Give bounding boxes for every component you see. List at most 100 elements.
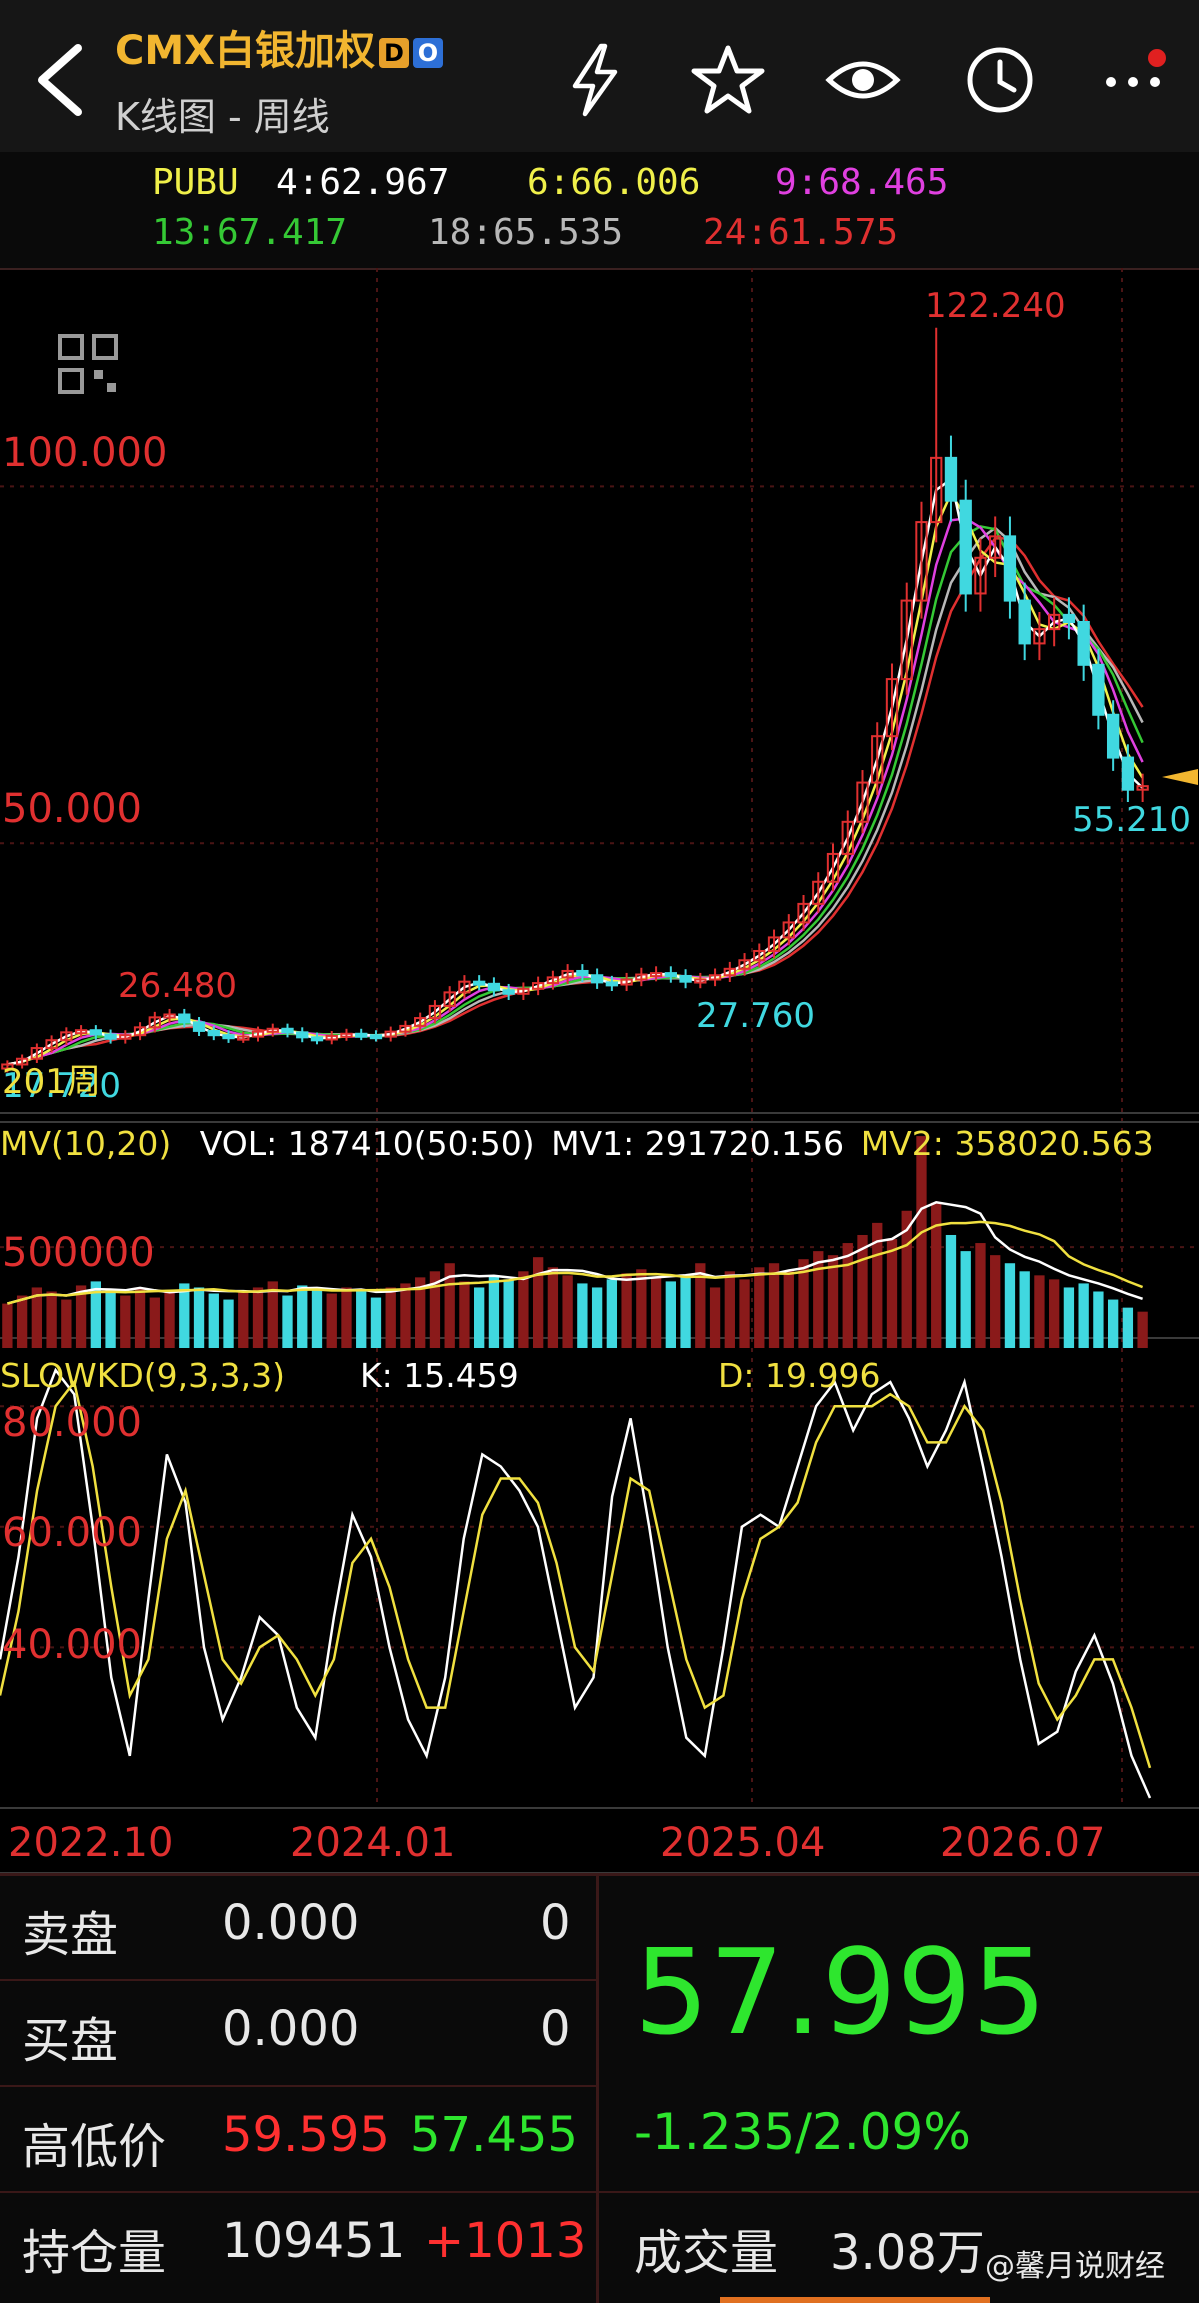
volume-bar	[2, 1303, 13, 1348]
candle-body	[473, 980, 486, 986]
volume-bar	[149, 1297, 160, 1348]
candle-body	[723, 967, 736, 977]
candle-body	[812, 880, 825, 905]
mv1-line	[7, 1201, 1143, 1305]
candle-body	[826, 852, 840, 883]
candle-body	[384, 1030, 397, 1038]
page-title: CMX白银加权 D O	[115, 18, 443, 76]
back-icon[interactable]	[24, 40, 94, 120]
indicator-grid-icon[interactable]	[58, 334, 118, 394]
candle-body	[89, 1029, 102, 1036]
volume-bar	[577, 1283, 588, 1348]
ma-4: 4:62.967	[276, 162, 450, 203]
candle-body	[664, 972, 677, 978]
price-candle	[974, 538, 987, 612]
price-candle	[458, 975, 471, 999]
price-candle	[708, 968, 722, 987]
price-candle	[237, 1031, 250, 1043]
candle-body	[266, 1027, 279, 1033]
high-price: 59.595	[222, 2107, 390, 2163]
sell-label: 卖盘	[22, 1907, 119, 1963]
candle-body	[915, 521, 928, 602]
volume-bar	[238, 1291, 249, 1348]
price-candle	[192, 1017, 206, 1036]
volume-bar	[105, 1289, 116, 1348]
price-candle	[15, 1054, 29, 1069]
volume-bar	[223, 1299, 234, 1348]
volume-bar	[680, 1275, 691, 1348]
price-candle	[45, 1035, 58, 1053]
eye-icon[interactable]	[823, 40, 903, 120]
volume-bar	[444, 1263, 455, 1348]
candle-body	[414, 1017, 427, 1027]
volume-bar	[975, 1243, 986, 1348]
candle-body	[517, 987, 530, 995]
candle-body	[885, 678, 899, 738]
chart-type-subtitle[interactable]: K线图 - 周线	[115, 95, 330, 139]
volume-bar	[931, 1202, 942, 1348]
mv2-line	[7, 1220, 1144, 1305]
candle-body	[222, 1034, 235, 1040]
candle-body	[1092, 663, 1105, 716]
volume-moving-averages	[7, 1201, 1144, 1305]
price-candle	[30, 1043, 44, 1063]
ma-24: 24:61.575	[703, 212, 899, 253]
volume-bar	[990, 1255, 1001, 1348]
candle-body	[782, 921, 795, 939]
price-candle	[443, 986, 456, 1012]
buy-qty: 0	[540, 2001, 571, 2057]
candle-body	[340, 1032, 353, 1038]
candle-body	[237, 1035, 250, 1041]
more-icon[interactable]	[1093, 40, 1173, 120]
price-candle	[133, 1022, 147, 1041]
price-candle	[178, 1008, 191, 1028]
price-candle	[296, 1027, 309, 1043]
y-label-100: 100.000	[2, 430, 168, 476]
candle-body	[1062, 613, 1076, 624]
lightning-icon[interactable]	[555, 40, 635, 120]
candle-body	[944, 456, 958, 502]
volume-bar	[1093, 1291, 1104, 1348]
ma-13: 13:67.417	[152, 212, 348, 253]
candle-body	[1106, 713, 1120, 759]
candle-body	[797, 902, 810, 924]
star-icon[interactable]	[688, 40, 768, 120]
candle-body	[119, 1034, 132, 1040]
mv1-value: MV1: 291720.156	[551, 1124, 845, 1163]
volume-bar	[1049, 1279, 1060, 1348]
kd-y-label-80: 80.000	[2, 1400, 142, 1446]
candle-body	[767, 936, 781, 952]
price-candle	[871, 722, 884, 796]
volume-value: VOL: 187410(50:50)	[199, 1124, 535, 1163]
chart-grid	[0, 268, 1199, 1873]
price-candle	[944, 435, 958, 522]
candle-body	[45, 1039, 58, 1050]
volume-label: 成交量	[634, 2225, 779, 2281]
buy-label: 买盘	[22, 2013, 119, 2069]
volume-bar	[282, 1295, 293, 1348]
candle-body	[1, 1063, 14, 1070]
price-candle	[590, 968, 604, 989]
price-candle	[561, 964, 574, 985]
price-candle	[207, 1025, 220, 1041]
price-candle	[841, 810, 854, 865]
volume-bar	[783, 1271, 794, 1348]
volume-header: MV(10,20) VOL: 187410(50:50) MV1: 291720…	[0, 1124, 1154, 1168]
volume-bar	[208, 1293, 219, 1348]
low-price: 57.455	[410, 2107, 578, 2163]
chart-area[interactable]	[0, 268, 1199, 1873]
candle-body	[30, 1047, 44, 1060]
price-candle	[74, 1025, 88, 1038]
sell-price: 0.000	[222, 1895, 360, 1951]
x-label-2024-01: 2024.01	[290, 1820, 456, 1866]
volume-bars	[2, 1136, 1148, 1348]
open-interest-change: +1013	[424, 2213, 587, 2269]
candle-body	[694, 978, 707, 984]
price-candle	[310, 1032, 324, 1045]
price-candle	[414, 1012, 427, 1032]
left-low-annotation: 17.720	[2, 1066, 121, 1106]
price-candle	[1077, 604, 1090, 681]
candle-body	[1121, 756, 1135, 791]
clock-icon[interactable]	[960, 40, 1040, 120]
price-candle	[163, 1008, 176, 1023]
